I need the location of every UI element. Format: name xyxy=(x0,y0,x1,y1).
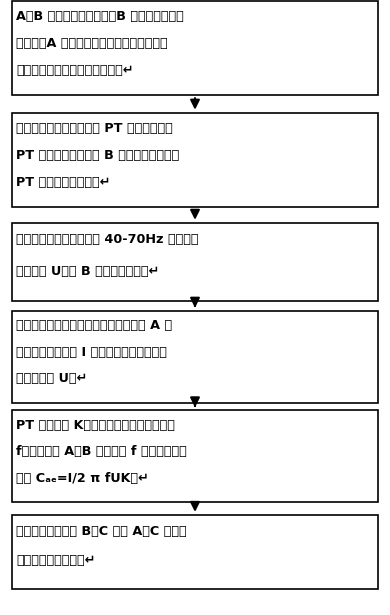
Text: PT 的变比为 K，测试用的异频信号频率为: PT 的变比为 K，测试用的异频信号频率为 xyxy=(16,419,175,432)
Text: 器的相间耦合电容。↵: 器的相间耦合电容。↵ xyxy=(16,554,96,567)
Text: 使用高精度强抗干扰选频测量装置测量 A 相: 使用高精度强抗干扰选频测量装置测量 A 相 xyxy=(16,319,172,333)
Text: PT 的高压输出端子接 B 相避雷器的上端，: PT 的高压输出端子接 B 相避雷器的上端， xyxy=(16,149,180,162)
Text: 使用变频信号源输出一个 40-70Hz 间的异频: 使用变频信号源输出一个 40-70Hz 间的异频 xyxy=(16,233,199,246)
Text: 变频信号源输出端接高压 PT 的低压端子，: 变频信号源输出端接高压 PT 的低压端子， xyxy=(16,122,173,135)
Text: 接接地，A 避雷器下端也直接接地，并在其: 接接地，A 避雷器下端也直接接地，并在其 xyxy=(16,37,168,50)
Text: 电压信号 U，对 B 相避雷器加压。↵: 电压信号 U，对 B 相避雷器加压。↵ xyxy=(16,265,160,278)
Bar xyxy=(12,223,378,301)
Bar xyxy=(12,311,378,403)
Text: 同理可分别测量出 B、C 相和 A、C 相避雷: 同理可分别测量出 B、C 相和 A、C 相避雷 xyxy=(16,525,187,538)
Text: A、B 相避雷器上端悬空，B 相避雷器下端直: A、B 相避雷器上端悬空，B 相避雷器下端直 xyxy=(16,10,184,23)
Text: 接地线上接入一弱电流互感器。↵: 接地线上接入一弱电流互感器。↵ xyxy=(16,64,134,77)
Bar xyxy=(12,1,378,95)
Text: PT 的外壳直接接地。↵: PT 的外壳直接接地。↵ xyxy=(16,176,111,189)
Bar xyxy=(12,410,378,502)
Text: 避雷器的异频电流 I 和变频信号源输出的异: 避雷器的异频电流 I 和变频信号源输出的异 xyxy=(16,346,167,359)
Text: f，可计算出 A、B 相在频率 f 下的相间耦合: f，可计算出 A、B 相在频率 f 下的相间耦合 xyxy=(16,445,187,458)
Text: 电容 Cₐₑ=I/2 π fUK。↵: 电容 Cₐₑ=I/2 π fUK。↵ xyxy=(16,472,149,485)
Bar xyxy=(12,515,378,589)
Text: 频电压信号 U。↵: 频电压信号 U。↵ xyxy=(16,372,87,385)
Bar xyxy=(12,113,378,207)
